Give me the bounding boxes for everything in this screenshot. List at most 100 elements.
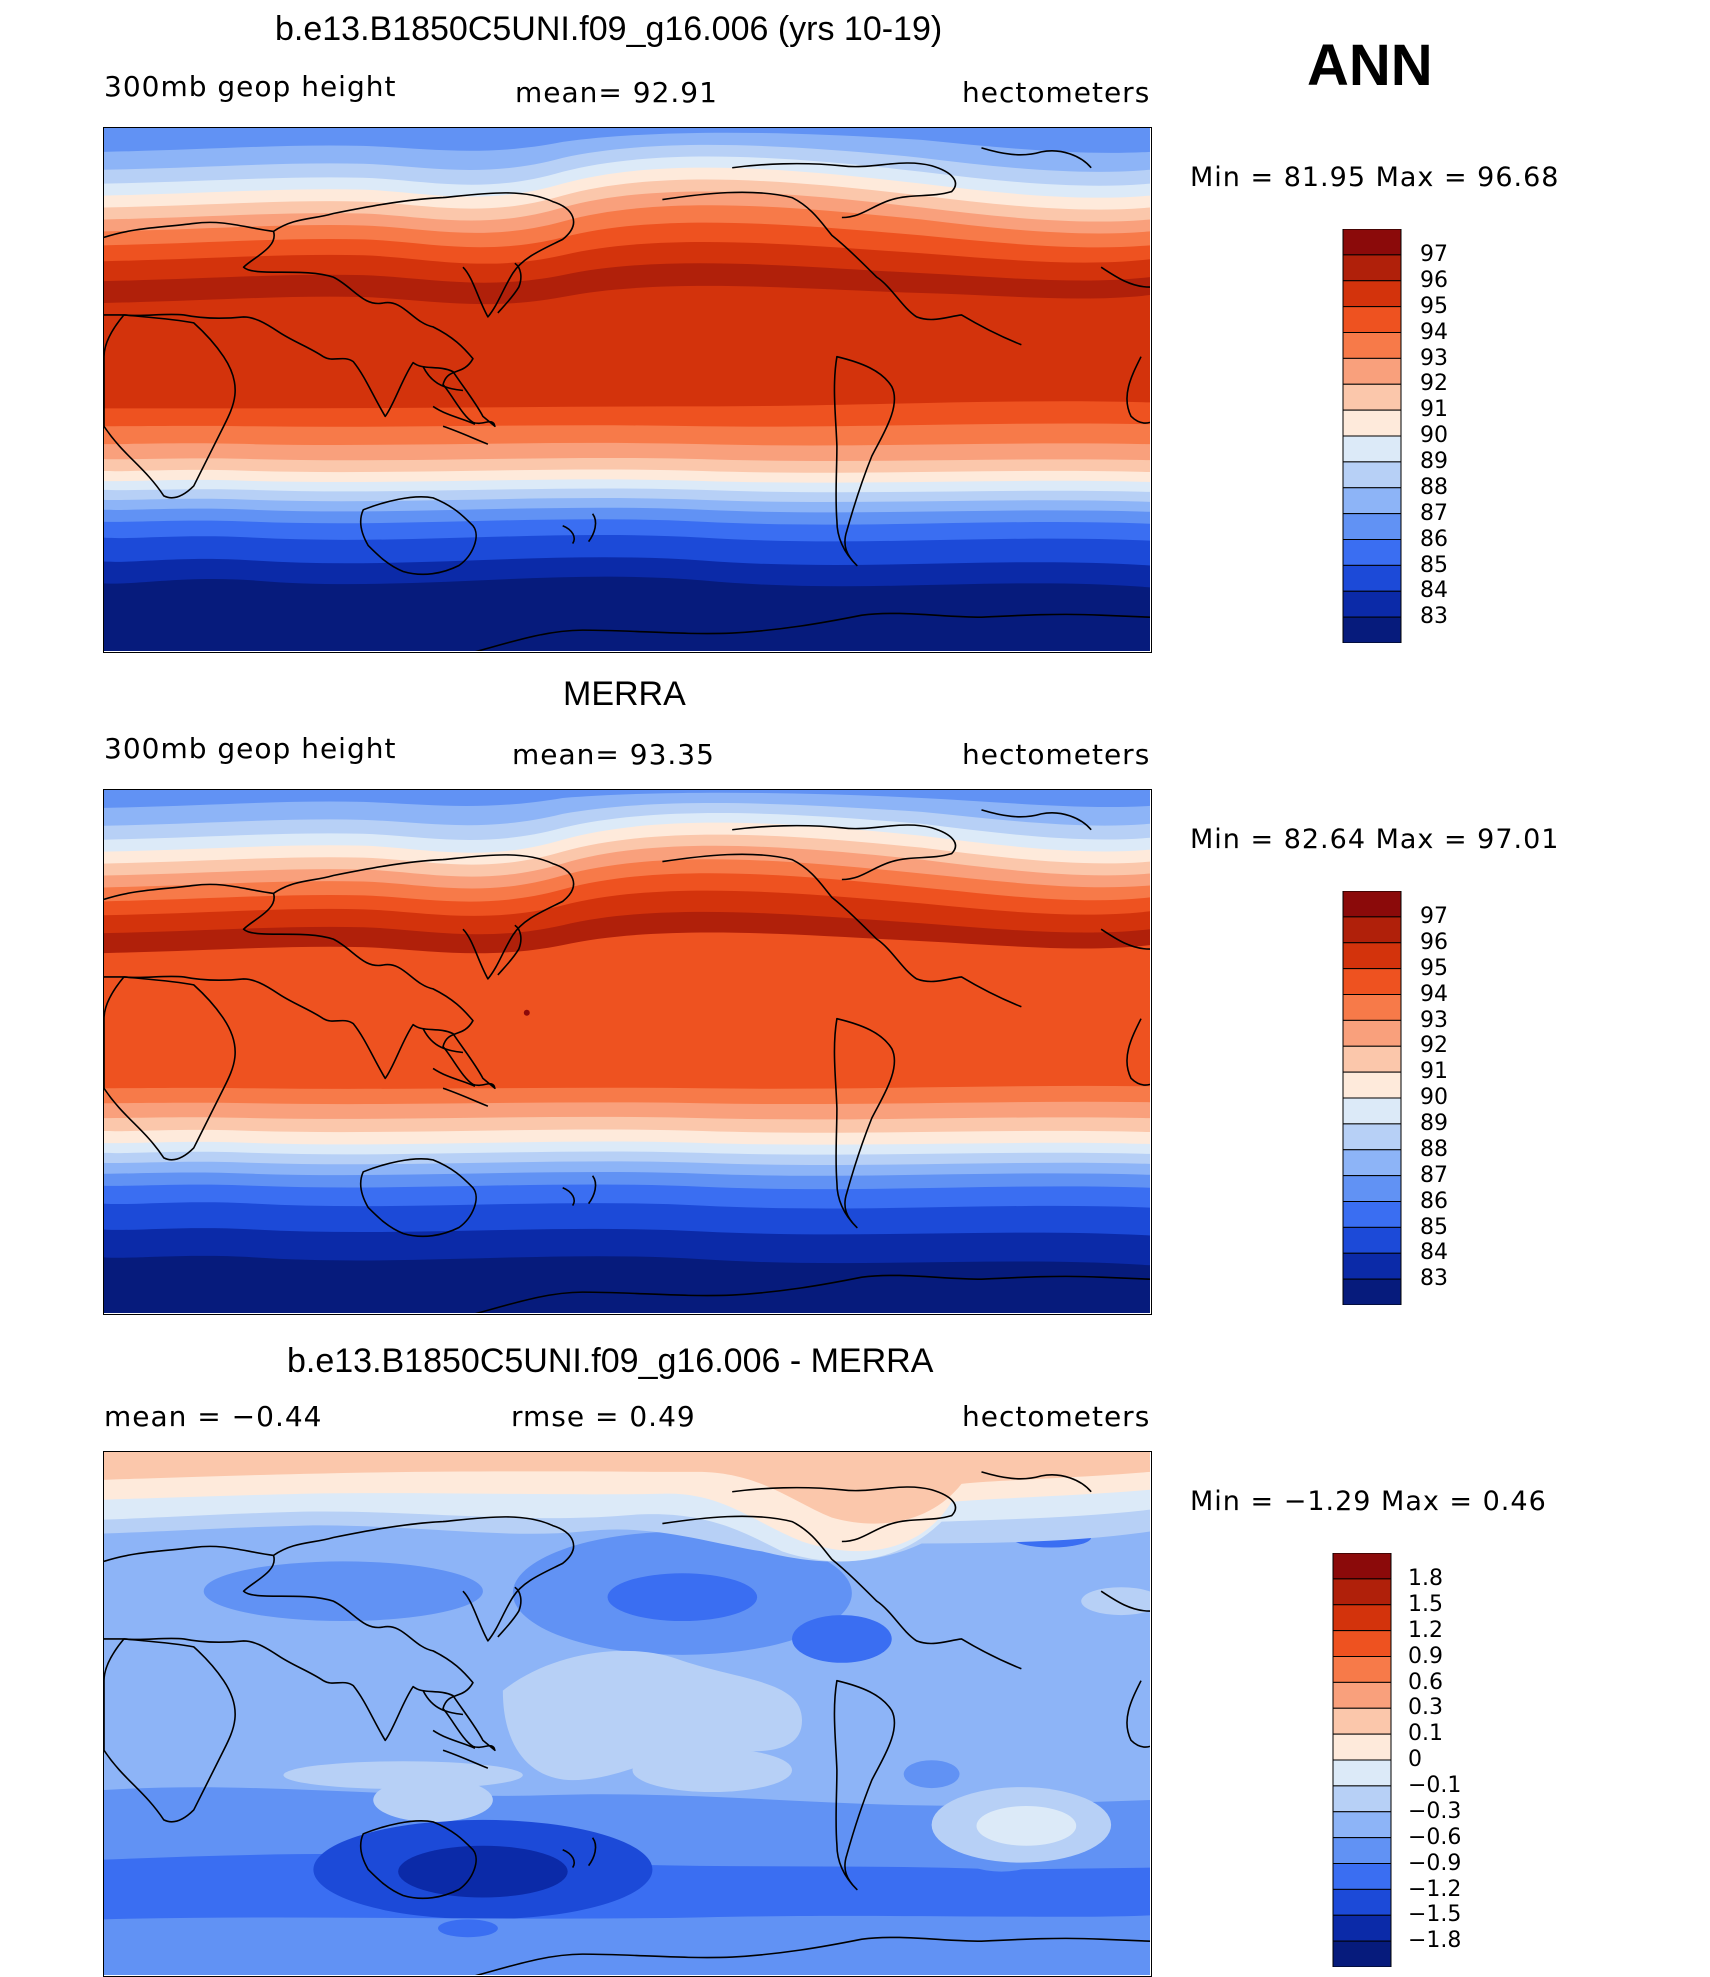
colorbar-tick-label: 95 bbox=[1420, 293, 1448, 319]
colorbar-swatch bbox=[1342, 1071, 1402, 1099]
panel3-mean-label: mean = −0.44 bbox=[104, 1400, 323, 1433]
colorbar-tick-label: −0.9 bbox=[1408, 1850, 1462, 1876]
panel1-minmax-label: Min = 81.95 Max = 96.68 bbox=[1190, 162, 1560, 193]
colorbar-tick-label: 87 bbox=[1420, 500, 1448, 526]
panel2-mean-label: mean= 93.35 bbox=[512, 738, 715, 771]
panel1-variable-label: 300mb geop height bbox=[104, 70, 397, 103]
panel3-rmse-label: rmse = 0.49 bbox=[511, 1400, 696, 1433]
colorbar-tick-label: 83 bbox=[1420, 604, 1448, 630]
colorbar-tick-label: 86 bbox=[1420, 1188, 1448, 1214]
colorbar-tick-label: 83 bbox=[1420, 1266, 1448, 1292]
panel2-colorbar bbox=[1342, 890, 1402, 1306]
panel3-map bbox=[103, 1451, 1152, 1977]
colorbar-swatch bbox=[1342, 1149, 1402, 1177]
colorbar-tick-label: 96 bbox=[1420, 929, 1448, 955]
colorbar-swatch bbox=[1332, 1681, 1392, 1709]
colorbar-tick-label: 94 bbox=[1420, 319, 1448, 345]
colorbar-swatch bbox=[1332, 1785, 1392, 1813]
colorbar-tick-label: 92 bbox=[1420, 371, 1448, 397]
colorbar-swatch bbox=[1342, 942, 1402, 970]
panel1-title: b.e13.B1850C5UNI.f09_g16.006 (yrs 10-19) bbox=[275, 10, 943, 48]
colorbar-swatch bbox=[1342, 590, 1402, 618]
colorbar-swatch bbox=[1342, 1252, 1402, 1280]
colorbar-tick-label: 0 bbox=[1408, 1747, 1422, 1773]
colorbar-swatch bbox=[1332, 1733, 1392, 1761]
colorbar-tick-label: 92 bbox=[1420, 1033, 1448, 1059]
panel3-colorbar bbox=[1332, 1552, 1392, 1968]
colorbar-swatch bbox=[1332, 1914, 1392, 1942]
colorbar-tick-label: −0.1 bbox=[1408, 1773, 1462, 1798]
colorbar-tick-label: −1.8 bbox=[1408, 1928, 1462, 1954]
panel1-units-label: hectometers bbox=[962, 76, 1151, 109]
colorbar-swatch bbox=[1342, 1226, 1402, 1254]
colorbar-swatch bbox=[1342, 332, 1402, 359]
panel2-units-label: hectometers bbox=[962, 738, 1151, 771]
colorbar-tick-label: 89 bbox=[1420, 1111, 1448, 1136]
colorbar-swatch bbox=[1342, 487, 1402, 515]
colorbar-swatch bbox=[1342, 228, 1402, 256]
colorbar-tick-label: −1.2 bbox=[1408, 1876, 1462, 1902]
colorbar-swatch bbox=[1332, 1707, 1392, 1735]
panel2-minmax-label: Min = 82.64 Max = 97.01 bbox=[1190, 824, 1560, 855]
panel2-variable-label: 300mb geop height bbox=[104, 732, 397, 765]
panel1-map bbox=[103, 127, 1152, 653]
colorbar-swatch bbox=[1332, 1811, 1392, 1839]
colorbar-swatch bbox=[1332, 1759, 1392, 1787]
colorbar-swatch bbox=[1342, 1201, 1402, 1228]
colorbar-tick-label: 96 bbox=[1420, 267, 1448, 293]
colorbar-tick-label: 0.3 bbox=[1408, 1695, 1443, 1721]
panel2-title: MERRA bbox=[563, 675, 686, 713]
panel3-colorbar-swatches bbox=[1332, 1552, 1392, 1968]
colorbar-swatch bbox=[1342, 994, 1402, 1021]
colorbar-swatch bbox=[1342, 1175, 1402, 1203]
colorbar-swatch bbox=[1342, 968, 1402, 996]
panel1-colorbar bbox=[1342, 228, 1402, 644]
colorbar-swatch bbox=[1332, 1552, 1392, 1580]
colorbar-tick-label: 89 bbox=[1420, 449, 1448, 474]
colorbar-swatch bbox=[1332, 1604, 1392, 1632]
colorbar-swatch bbox=[1342, 616, 1402, 644]
colorbar-tick-label: 95 bbox=[1420, 955, 1448, 981]
colorbar-swatch bbox=[1342, 254, 1402, 282]
colorbar-swatch bbox=[1332, 1940, 1392, 1968]
panel2-colorbar-swatches bbox=[1342, 890, 1402, 1306]
colorbar-tick-label: 1.8 bbox=[1408, 1566, 1443, 1591]
colorbar-tick-label: 88 bbox=[1420, 1136, 1448, 1162]
colorbar-swatch bbox=[1342, 539, 1402, 566]
colorbar-tick-label: 87 bbox=[1420, 1162, 1448, 1188]
colorbar-tick-label: 93 bbox=[1420, 1007, 1448, 1033]
colorbar-swatch bbox=[1332, 1578, 1392, 1606]
colorbar-tick-label: 91 bbox=[1420, 397, 1448, 423]
colorbar-swatch bbox=[1332, 1630, 1392, 1658]
colorbar-tick-label: 93 bbox=[1420, 345, 1448, 371]
colorbar-tick-label: −0.3 bbox=[1408, 1798, 1462, 1824]
colorbar-tick-label: 86 bbox=[1420, 526, 1448, 552]
colorbar-swatch bbox=[1342, 383, 1402, 411]
colorbar-swatch bbox=[1342, 1019, 1402, 1047]
colorbar-swatch bbox=[1332, 1888, 1392, 1916]
panel2-colorbar-labels: 97 96 95 94 93 92 91 90 89 88 87 86 85 84 83 bbox=[1420, 904, 1500, 1294]
colorbar-swatch bbox=[1332, 1863, 1392, 1890]
panel3-colorbar-labels: 1.8 1.5 1.2 0.9 0.6 0.3 0.1 0 −0.1 −0.3 −0.6 −0.9 −1… bbox=[1408, 1566, 1498, 1956]
panel3-title: b.e13.B1850C5UNI.f09_g16.006 - MERRA bbox=[287, 1342, 934, 1380]
colorbar-tick-label: 84 bbox=[1420, 1240, 1448, 1266]
colorbar-swatch bbox=[1332, 1656, 1392, 1683]
colorbar-swatch bbox=[1342, 1123, 1402, 1151]
colorbar-swatch bbox=[1342, 1097, 1402, 1125]
colorbar-tick-label: 85 bbox=[1420, 552, 1448, 578]
panel1-mean-label: mean= 92.91 bbox=[515, 76, 718, 109]
colorbar-tick-label: 97 bbox=[1420, 904, 1448, 929]
colorbar-swatch bbox=[1342, 357, 1402, 385]
colorbar-tick-label: 84 bbox=[1420, 578, 1448, 604]
colorbar-tick-label: 1.5 bbox=[1408, 1591, 1443, 1617]
colorbar-swatch bbox=[1342, 1278, 1402, 1306]
colorbar-tick-label: 1.2 bbox=[1408, 1617, 1443, 1643]
colorbar-swatch bbox=[1342, 461, 1402, 489]
colorbar-swatch bbox=[1342, 564, 1402, 592]
colorbar-tick-label: −1.5 bbox=[1408, 1902, 1462, 1928]
colorbar-swatch bbox=[1342, 306, 1402, 334]
colorbar-tick-label: 94 bbox=[1420, 981, 1448, 1007]
panel3-units-label: hectometers bbox=[962, 1400, 1151, 1433]
colorbar-tick-label: 0.1 bbox=[1408, 1721, 1443, 1747]
colorbar-tick-label: 0.6 bbox=[1408, 1669, 1443, 1695]
